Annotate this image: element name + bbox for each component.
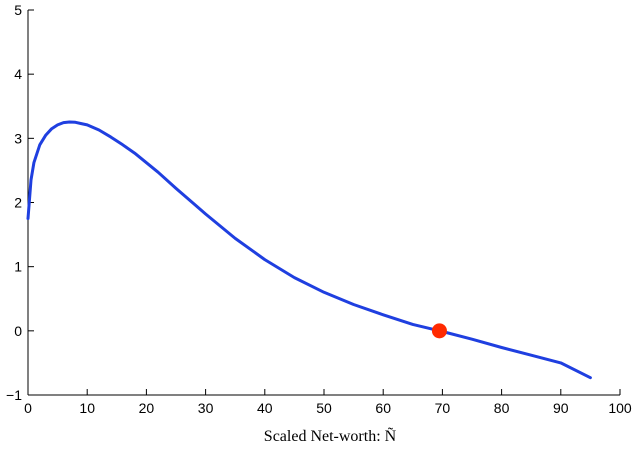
x-tick-label: 50 — [316, 400, 332, 416]
x-tick-label: 100 — [608, 400, 632, 416]
y-tick-label: −1 — [6, 387, 22, 403]
x-tick-label: 0 — [24, 400, 32, 416]
x-tick-label: 90 — [553, 400, 569, 416]
x-tick-label: 10 — [79, 400, 95, 416]
y-tick-label: 1 — [14, 259, 22, 275]
y-tick-label: 0 — [14, 323, 22, 339]
x-tick-label: 30 — [198, 400, 214, 416]
x-tick-label: 80 — [494, 400, 510, 416]
highlight-point — [431, 323, 447, 339]
series-line — [26, 120, 592, 380]
x-tick-label: 60 — [375, 400, 391, 416]
axes — [27, 10, 620, 396]
y-tick-label: 4 — [14, 66, 22, 82]
y-tick-label: 5 — [14, 2, 22, 18]
y-tick-label: 3 — [14, 130, 22, 146]
y-tick-label: 2 — [14, 195, 22, 211]
x-tick-label: 40 — [257, 400, 273, 416]
marker-layer — [431, 323, 447, 339]
series-layer — [26, 120, 592, 380]
x-tick-label: 70 — [435, 400, 451, 416]
x-axis-label: Scaled Net-worth: Ñ — [264, 427, 397, 445]
x-tick-label: 20 — [139, 400, 155, 416]
